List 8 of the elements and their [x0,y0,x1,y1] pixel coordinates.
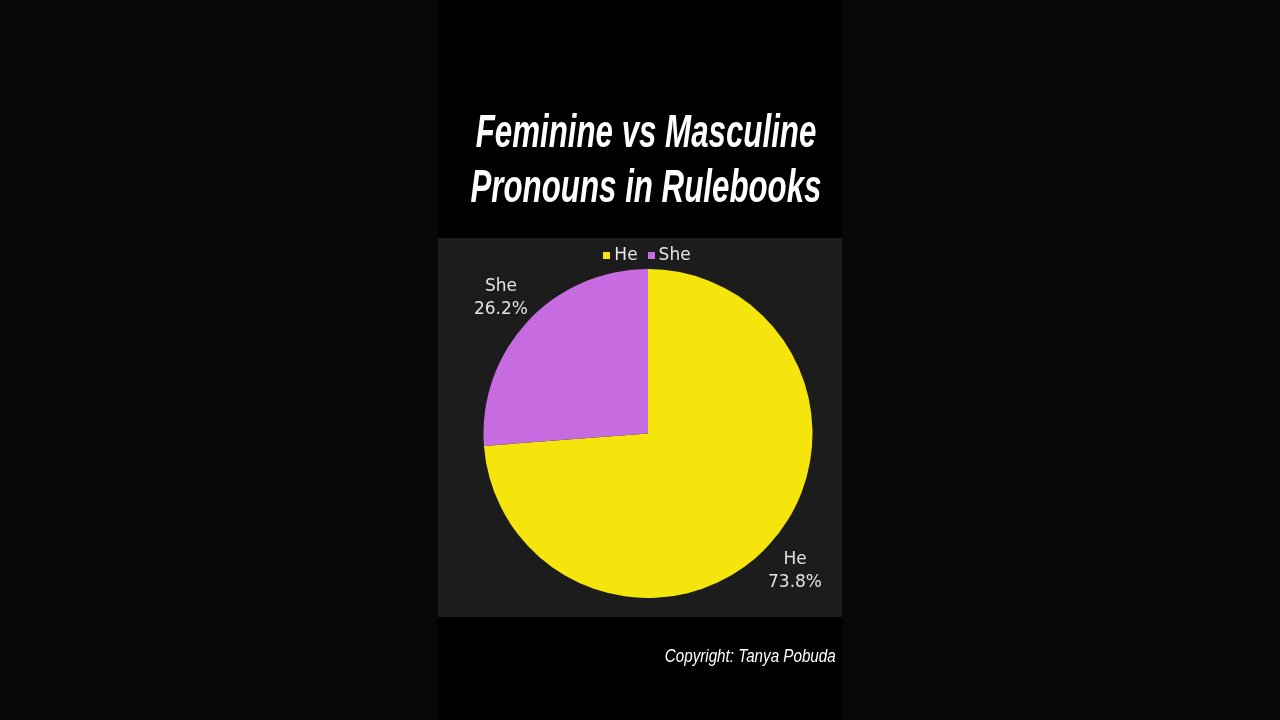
legend-label: He [614,244,638,264]
legend-label: She [658,244,691,264]
data-label: 26.2% [473,298,528,319]
text: Copyright: Tanya Pobuda [665,644,836,668]
slice-label: She [484,275,517,296]
data-label: 73.8% [768,570,823,591]
slice-label: He [783,547,807,568]
chart-title: Feminine vs Masculine Pronouns in Rulebooks [469,104,823,214]
